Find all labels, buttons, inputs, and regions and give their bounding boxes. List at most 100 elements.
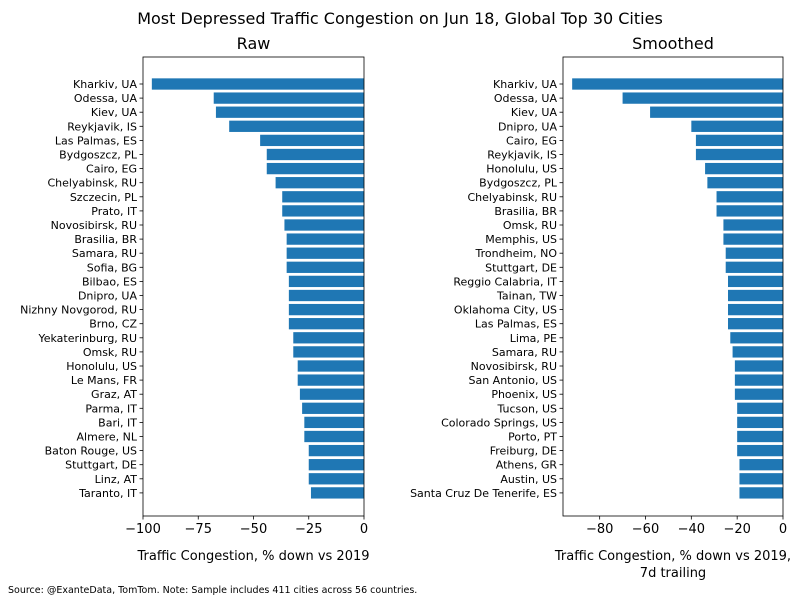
bar-2-9: [716, 191, 783, 203]
bar-2-14: [725, 261, 783, 273]
bar-2-24: [737, 402, 783, 414]
bar-2-12: [723, 233, 783, 245]
xtick-label: −80: [586, 522, 613, 537]
chart-title: Smoothed: [632, 34, 714, 53]
bar-2-10: [716, 205, 783, 217]
bar-2-18: [728, 318, 783, 330]
chart-title: Raw: [237, 34, 271, 53]
category-label: Bydgoszcz, PL: [59, 149, 138, 162]
category-label: Reggio Calabria, IT: [453, 275, 557, 288]
category-label: Omsk, RU: [503, 219, 557, 232]
bar-1-4: [229, 120, 364, 132]
category-label: Stuttgart, DE: [485, 261, 557, 274]
category-label: Omsk, RU: [83, 346, 137, 359]
bar-2-6: [695, 148, 783, 161]
source-footnote: Source: @ExanteData, TomTom. Note: Sampl…: [8, 585, 418, 596]
category-label: Novosibirsk, RU: [51, 219, 137, 232]
category-label: Brasilia, BR: [74, 233, 137, 246]
category-label: Las Palmas, ES: [475, 318, 557, 331]
category-label: Sofia, BG: [87, 261, 137, 274]
category-label: Colorado Springs, US: [441, 416, 557, 429]
bar-1-12: [286, 233, 364, 245]
bar-2-21: [734, 360, 783, 372]
bar-1-30: [310, 487, 364, 499]
bar-1-2: [213, 92, 364, 104]
category-label: Kiev, UA: [91, 106, 138, 119]
xtick-label: 0: [360, 522, 368, 537]
category-label: Oklahoma City, US: [454, 304, 557, 317]
bar-1-25: [304, 416, 364, 429]
bar-1-23: [299, 388, 364, 400]
xtick-label: −50: [240, 522, 267, 537]
bar-2-27: [737, 444, 783, 457]
bar-1-3: [215, 106, 364, 118]
category-label: Dnipro, UA: [78, 290, 138, 303]
category-label: Reykjavik, IS: [487, 149, 557, 162]
category-label: Nizhny Novgorod, RU: [20, 304, 137, 317]
bar-2-15: [728, 275, 783, 288]
bar-1-16: [288, 289, 364, 302]
category-label: Dnipro, UA: [498, 120, 558, 133]
bar-1-1: [151, 78, 364, 90]
category-label: Bari, IT: [98, 416, 137, 429]
bar-2-28: [739, 459, 783, 471]
bar-2-22: [734, 374, 783, 386]
category-label: Odessa, UA: [74, 92, 138, 105]
category-label: Las Palmas, ES: [55, 134, 137, 147]
bar-2-23: [734, 388, 783, 400]
category-label: Samara, RU: [492, 346, 557, 359]
category-label: Lima, PE: [510, 332, 557, 345]
category-label: Brno, CZ: [89, 318, 137, 331]
category-label: Graz, AT: [91, 388, 137, 401]
category-label: Porto, PT: [508, 431, 557, 444]
bar-2-19: [730, 332, 783, 344]
bar-1-28: [308, 459, 364, 471]
x-axis-label-line2: 7d trailing: [640, 566, 706, 581]
bar-1-6: [266, 148, 364, 161]
bar-1-11: [284, 219, 364, 231]
category-label: Kharkiv, UA: [73, 78, 137, 91]
category-label: Austin, US: [500, 473, 557, 486]
category-label: Bilbao, ES: [82, 275, 137, 288]
category-label: Stuttgart, DE: [65, 459, 137, 472]
bar-2-8: [707, 177, 783, 189]
xtick-label: 0: [779, 522, 787, 537]
category-label: Samara, RU: [72, 247, 137, 260]
category-label: Phoenix, US: [491, 388, 557, 401]
bar-2-30: [739, 487, 783, 499]
bar-2-11: [723, 219, 783, 231]
bar-1-18: [288, 318, 364, 330]
bar-1-7: [266, 162, 364, 175]
category-label: Chelyabinsk, RU: [47, 177, 137, 190]
category-label: Parma, IT: [85, 402, 137, 415]
bar-1-19: [293, 332, 364, 344]
bar-1-8: [275, 177, 364, 189]
category-label: Odessa, UA: [494, 92, 558, 105]
bar-2-17: [728, 303, 783, 316]
category-label: Yekaterinburg, RU: [37, 332, 137, 345]
bar-1-20: [293, 346, 364, 358]
category-label: Tucson, US: [496, 402, 557, 415]
category-label: Baton Rouge, US: [45, 445, 137, 458]
bar-2-4: [691, 120, 783, 132]
category-label: San Antonio, US: [468, 374, 557, 387]
xtick-label: −20: [723, 522, 750, 537]
bar-2-25: [737, 416, 783, 429]
bar-1-21: [297, 360, 364, 372]
category-label: Chelyabinsk, RU: [467, 191, 557, 204]
category-label: Memphis, US: [485, 233, 557, 246]
x-axis-label: Traffic Congestion, % down vs 2019,: [554, 549, 791, 564]
xtick-label: −60: [632, 522, 659, 537]
category-label: Trondheim, NO: [475, 247, 558, 260]
bar-2-2: [622, 92, 783, 104]
category-label: Szczecin, PL: [70, 191, 138, 204]
bar-2-1: [572, 78, 783, 90]
bar-2-13: [725, 247, 783, 259]
bar-2-16: [728, 289, 783, 302]
bar-2-20: [732, 346, 783, 358]
bar-1-5: [260, 134, 364, 147]
xtick-label: −40: [678, 522, 705, 537]
category-label: Cairo, EG: [506, 134, 557, 147]
